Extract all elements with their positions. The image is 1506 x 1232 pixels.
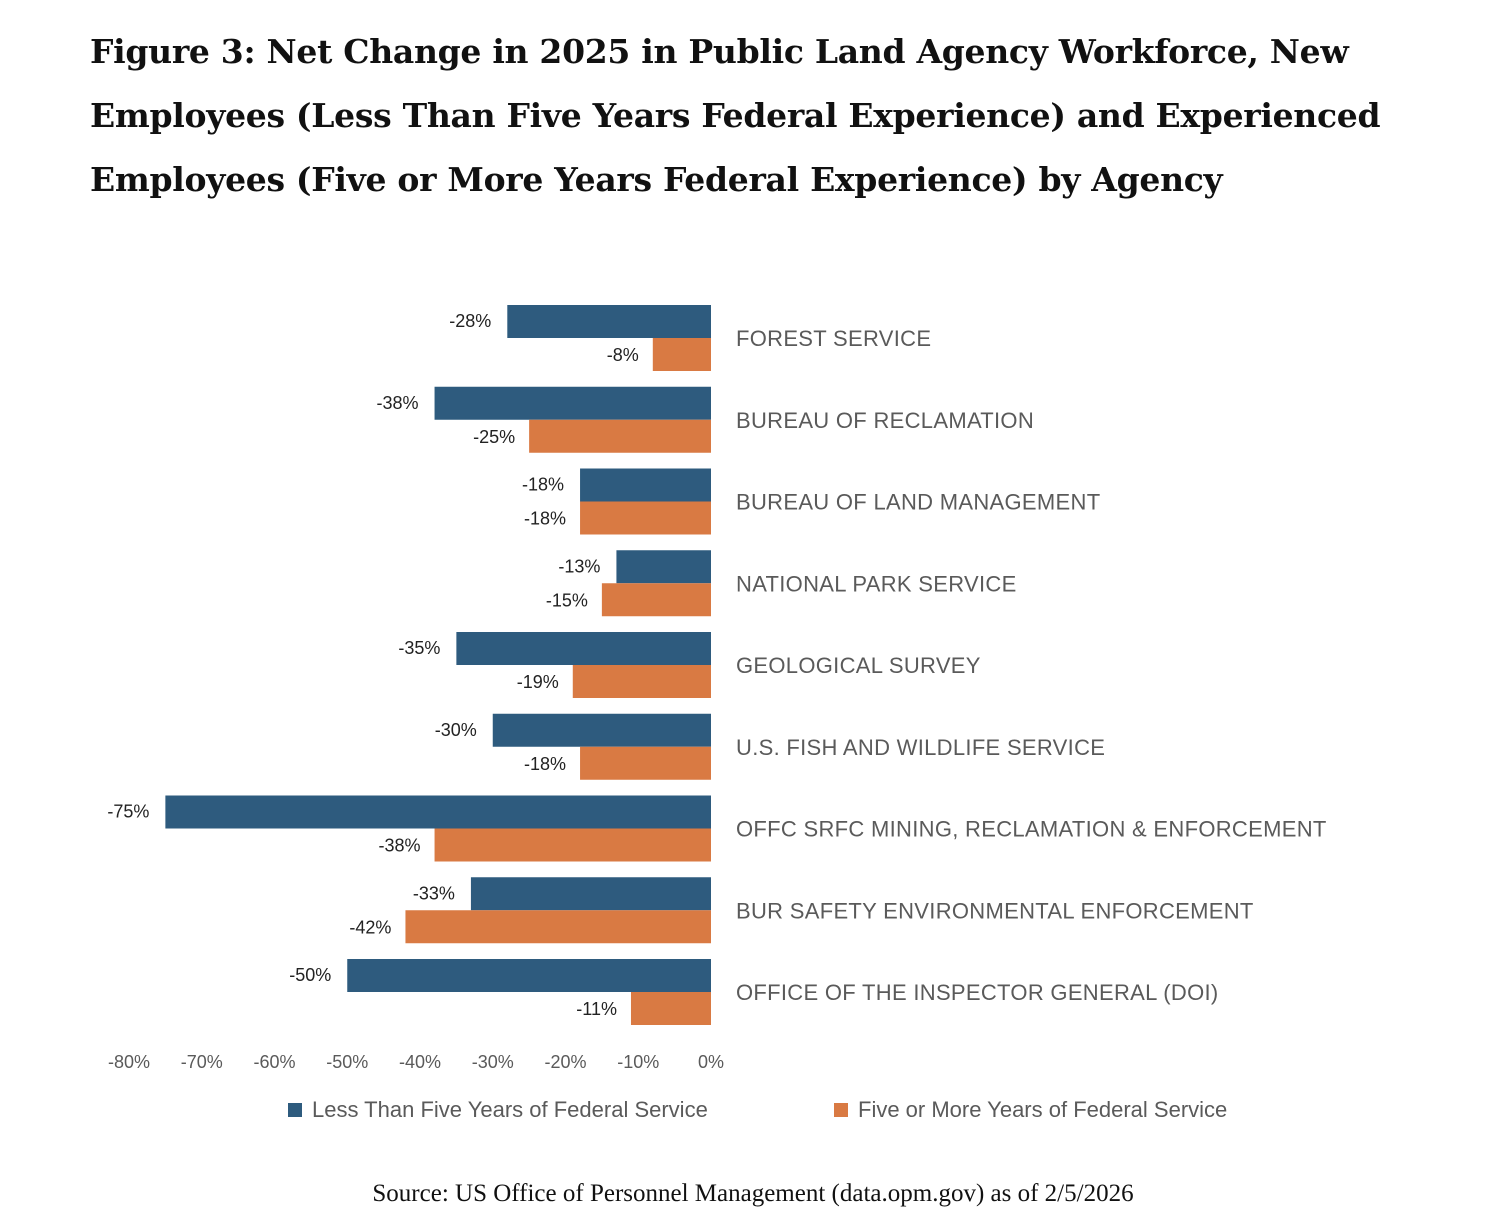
bar-less-than-five-years	[165, 795, 711, 829]
bar-data-label: -30%	[435, 720, 477, 740]
bars-group	[165, 305, 711, 1025]
x-tick-label: -60%	[253, 1052, 295, 1072]
bar-data-label: -42%	[349, 917, 391, 937]
category-label: U.S. FISH AND WILDLIFE SERVICE	[736, 735, 1105, 760]
bar-data-label: -50%	[289, 965, 331, 985]
legend-label: Less Than Five Years of Federal Service	[312, 1097, 708, 1122]
bar-data-label: -18%	[524, 754, 566, 774]
bar-less-than-five-years	[456, 632, 711, 665]
legend-label: Five or More Years of Federal Service	[858, 1097, 1227, 1122]
bar-chart: -28% -8% -38% -25% -18% -18% -13% -15% -35% -19% -…	[107, 305, 1327, 1122]
x-tick-label: -30%	[472, 1052, 514, 1072]
bar-data-label: -38%	[379, 836, 421, 856]
category-label: BUREAU OF LAND MANAGEMENT	[736, 490, 1100, 515]
bar-data-label: -38%	[377, 393, 419, 413]
figure-title: Figure 3: Net Change in 2025 in Public L…	[90, 32, 1381, 199]
bar-less-than-five-years	[580, 468, 711, 502]
category-label: OFFICE OF THE INSPECTOR GENERAL (DOI)	[736, 980, 1219, 1005]
x-tick-label: -10%	[617, 1052, 659, 1072]
x-tick-label: -40%	[399, 1052, 441, 1072]
bar-less-than-five-years	[492, 713, 711, 747]
bar-data-label: -28%	[449, 311, 491, 331]
bar-data-label: -13%	[558, 556, 600, 576]
bar-data-label: -19%	[517, 672, 559, 692]
bar-five-or-more-years	[580, 746, 711, 780]
legend: Less Than Five Years of Federal Service F…	[288, 1097, 1227, 1122]
bar-five-or-more-years	[434, 828, 711, 862]
bar-data-label: -18%	[522, 475, 564, 495]
bar-five-or-more-years	[580, 501, 711, 535]
bar-five-or-more-years	[529, 419, 711, 453]
x-axis: -80% -70% -60% -50% -40% -30% -20% -10% 0%	[108, 1052, 724, 1072]
bar-five-or-more-years	[601, 583, 711, 617]
category-label: GEOLOGICAL SURVEY	[736, 653, 981, 678]
bar-data-label: -75%	[107, 802, 149, 822]
bar-five-or-more-years	[405, 910, 711, 944]
category-label: FOREST SERVICE	[736, 326, 931, 351]
bar-five-or-more-years	[630, 992, 711, 1025]
bar-data-label: -8%	[607, 345, 639, 365]
bar-less-than-five-years	[616, 550, 711, 584]
bar-data-label: -18%	[524, 509, 566, 529]
category-label: NATIONAL PARK SERVICE	[736, 571, 1017, 596]
bar-five-or-more-years	[572, 665, 711, 698]
x-tick-label: -70%	[181, 1052, 223, 1072]
x-tick-label: 0%	[698, 1052, 724, 1072]
bar-data-label: -11%	[576, 999, 617, 1019]
legend-swatch-five-or-more	[834, 1103, 848, 1117]
bar-less-than-five-years	[470, 877, 711, 911]
bar-data-label: -33%	[413, 883, 455, 903]
bar-less-than-five-years	[347, 959, 711, 992]
source-note: Source: US Office of Personnel Managemen…	[372, 1180, 1134, 1207]
bar-five-or-more-years	[652, 338, 711, 371]
x-tick-label: -80%	[108, 1052, 150, 1072]
legend-swatch-less-than-five	[288, 1103, 302, 1117]
bar-data-label: -35%	[398, 638, 440, 658]
category-label: BUREAU OF RECLAMATION	[736, 408, 1034, 433]
category-labels-group: FOREST SERVICE BUREAU OF RECLAMATION BUREA…	[736, 326, 1327, 1005]
bar-less-than-five-years	[507, 305, 711, 338]
category-label: OFFC SRFC MINING, RECLAMATION & ENFORCEM…	[736, 817, 1327, 842]
x-tick-label: -20%	[544, 1052, 586, 1072]
bar-labels-group: -28% -8% -38% -25% -18% -18% -13% -15% -35% -19% -…	[107, 311, 638, 1019]
x-tick-label: -50%	[326, 1052, 368, 1072]
bar-data-label: -25%	[473, 427, 515, 447]
bar-data-label: -15%	[546, 590, 588, 610]
category-label: BUR SAFETY ENVIRONMENTAL ENFORCEMENT	[736, 898, 1254, 923]
bar-less-than-five-years	[434, 386, 711, 420]
